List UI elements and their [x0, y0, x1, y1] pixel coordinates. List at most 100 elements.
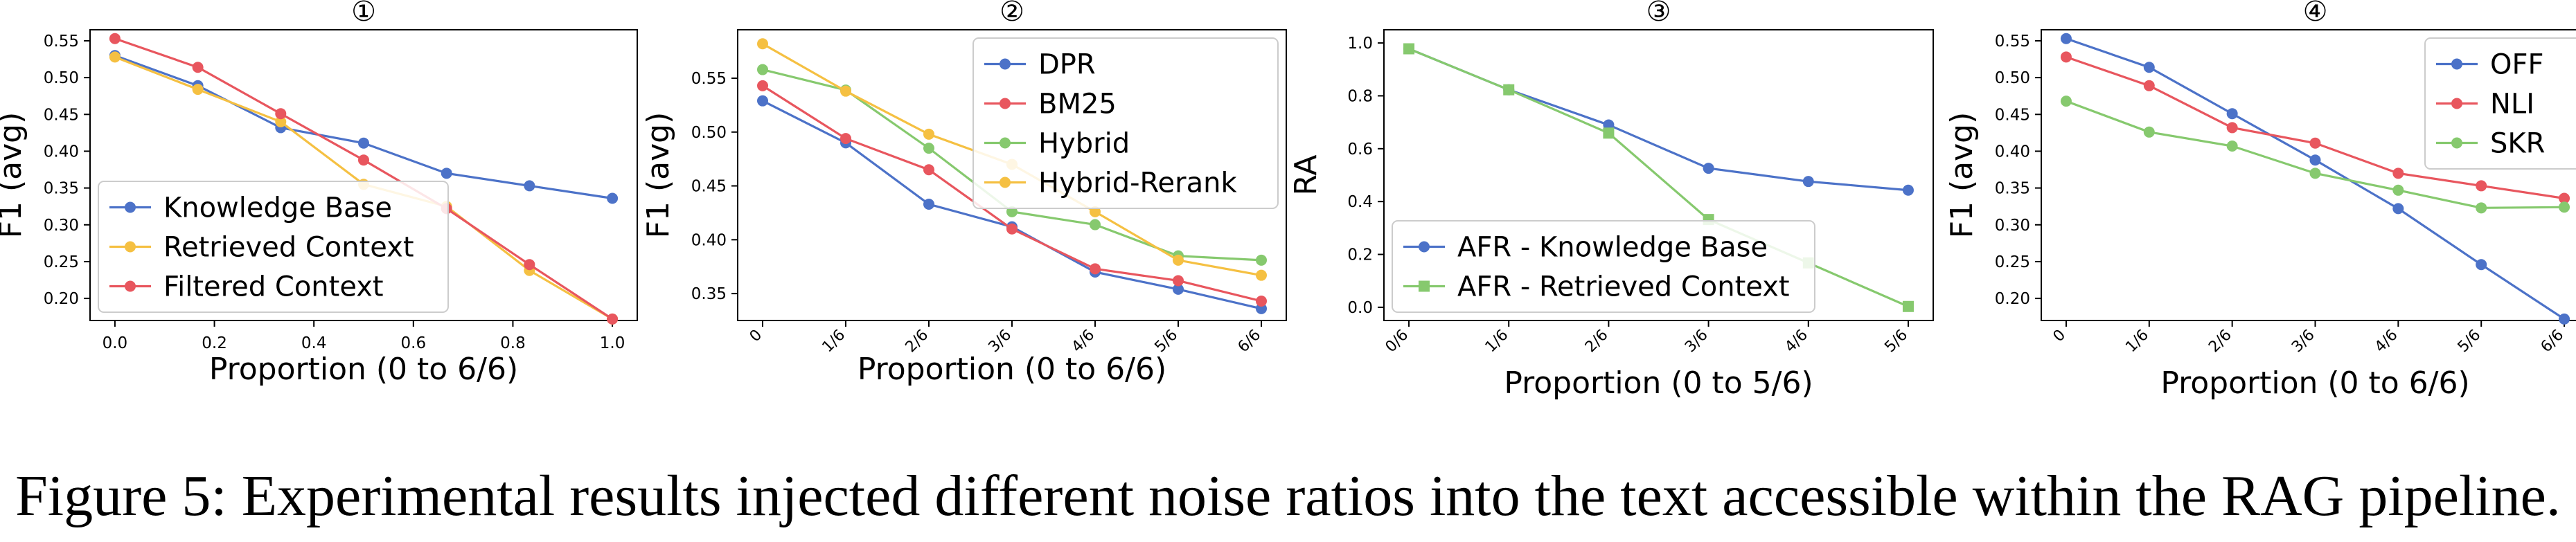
legend-marker — [125, 280, 136, 292]
legend-marker — [1000, 177, 1011, 188]
data-point — [2476, 180, 2487, 192]
legend-marker — [2451, 58, 2462, 70]
data-point — [1006, 223, 1018, 235]
chart-panel-4: 0.20 0.25 0.30 0.35 0.40 0.45 0.50 0.55 0 1/6 2/6 3… — [1944, 0, 2576, 401]
legend-box — [98, 181, 449, 313]
data-point — [923, 143, 934, 154]
legend-marker — [2451, 137, 2462, 149]
data-point — [2060, 96, 2072, 107]
data-point — [2060, 33, 2072, 44]
data-point — [1703, 163, 1714, 174]
y-tick-label: 0.8 — [1347, 87, 1373, 105]
data-point — [1256, 296, 1267, 307]
legend-label: Retrieved Context — [163, 232, 414, 264]
legend-marker — [125, 241, 136, 253]
data-point — [2559, 192, 2570, 204]
y-tick-label: 0.30 — [44, 217, 79, 235]
data-point — [358, 137, 369, 149]
y-tick-label: 0.40 — [44, 143, 79, 161]
data-point — [923, 199, 934, 210]
data-point — [1173, 254, 1184, 266]
data-point — [607, 192, 619, 204]
x-tick-label: 6/6 — [1235, 327, 1265, 356]
data-point — [524, 180, 535, 192]
data-point — [923, 164, 934, 176]
y-tick-label: 0.4 — [1347, 193, 1373, 211]
y-tick-label: 0.40 — [1995, 143, 2030, 161]
legend-label: NLI — [2490, 89, 2534, 120]
data-point — [2226, 122, 2238, 134]
data-point — [2309, 137, 2321, 149]
x-tick-label: 3/6 — [1682, 327, 1712, 356]
data-point — [757, 80, 768, 91]
y-tick-label: 0.30 — [1995, 217, 2030, 235]
legend-label: Filtered Context — [163, 271, 384, 303]
y-tick-label: 0.50 — [44, 69, 79, 87]
legend-marker — [1000, 98, 1011, 109]
data-point — [441, 168, 452, 179]
data-point — [1603, 127, 1615, 139]
data-point — [1090, 263, 1101, 275]
data-point — [2392, 203, 2404, 215]
data-point — [2226, 141, 2238, 152]
data-point — [757, 95, 768, 107]
x-tick-label: 0.0 — [103, 334, 128, 352]
x-tick-label: 4/6 — [1782, 327, 1811, 356]
x-axis-label: Proportion (0 to 6/6) — [858, 352, 1166, 387]
y-tick-label: 1.0 — [1347, 35, 1373, 53]
data-point — [2143, 62, 2155, 73]
legend-label: BM25 — [1038, 89, 1117, 120]
x-axis-label: Proportion (0 to 5/6) — [1504, 365, 1813, 401]
data-point — [2392, 168, 2404, 179]
legend: Knowledge Base Retrieved Context Filtered … — [98, 181, 449, 313]
y-axis-label: F1 (avg) — [641, 112, 676, 239]
data-point — [1902, 184, 1914, 196]
data-point — [275, 116, 287, 127]
chart-title: ② — [1000, 0, 1024, 28]
data-point — [1090, 219, 1101, 231]
legend: AFR - Knowledge Base AFR - Retrieved Cont… — [1392, 220, 1815, 313]
y-tick-label: 0.25 — [44, 253, 79, 271]
data-point — [524, 259, 535, 271]
legend-label: SKR — [2490, 128, 2545, 160]
chart-title: ① — [351, 0, 376, 28]
series-line-afr-retrieved-context — [1408, 48, 1909, 308]
legend: DPR BM25 Hybrid Hybrid-Rerank — [972, 37, 1279, 209]
legend-marker — [1419, 280, 1430, 292]
legend-marker — [2451, 98, 2462, 109]
data-point — [840, 85, 851, 97]
legend-box — [1392, 220, 1815, 313]
y-tick-label: 0.50 — [1995, 69, 2030, 87]
y-tick-label: 0.55 — [1995, 33, 2030, 51]
y-axis-label: RA — [1288, 155, 1324, 196]
data-point — [757, 38, 768, 50]
legend-label: DPR — [1038, 49, 1096, 81]
y-tick-label: 0.6 — [1347, 141, 1373, 159]
y-tick-label: 0.45 — [1995, 106, 2030, 124]
x-tick-label: 0/6 — [1383, 327, 1412, 356]
y-tick-label: 0.35 — [691, 285, 727, 303]
legend-label: Hybrid — [1038, 128, 1130, 160]
x-tick-label: 4/6 — [2372, 327, 2401, 356]
data-point — [192, 84, 204, 96]
legend: OFF NLI SKR — [2424, 37, 2576, 170]
y-axis-label: F1 (avg) — [0, 112, 28, 239]
x-tick-label: 0.6 — [401, 334, 427, 352]
data-point — [1173, 275, 1184, 287]
chart-title: ③ — [1646, 0, 1671, 28]
x-tick-label: 3/6 — [2289, 327, 2318, 356]
data-point — [2476, 202, 2487, 214]
data-point — [1403, 43, 1415, 55]
y-tick-label: 0.25 — [1995, 253, 2030, 271]
data-point — [109, 33, 121, 44]
legend-marker — [1419, 241, 1430, 253]
x-tick-label: 2/6 — [1582, 327, 1612, 356]
y-tick-label: 0.35 — [44, 180, 79, 198]
chart-panel-2: 0.350.400.450.500.550 1/6 2/6 3/6 4/6 5/6 6/6②… — [641, 0, 1287, 387]
x-tick-label: 0 — [2050, 327, 2070, 346]
y-tick-label: 0.45 — [44, 106, 79, 124]
data-point — [1802, 176, 1814, 188]
data-point — [923, 128, 934, 140]
y-tick-label: 0.20 — [1995, 290, 2030, 308]
